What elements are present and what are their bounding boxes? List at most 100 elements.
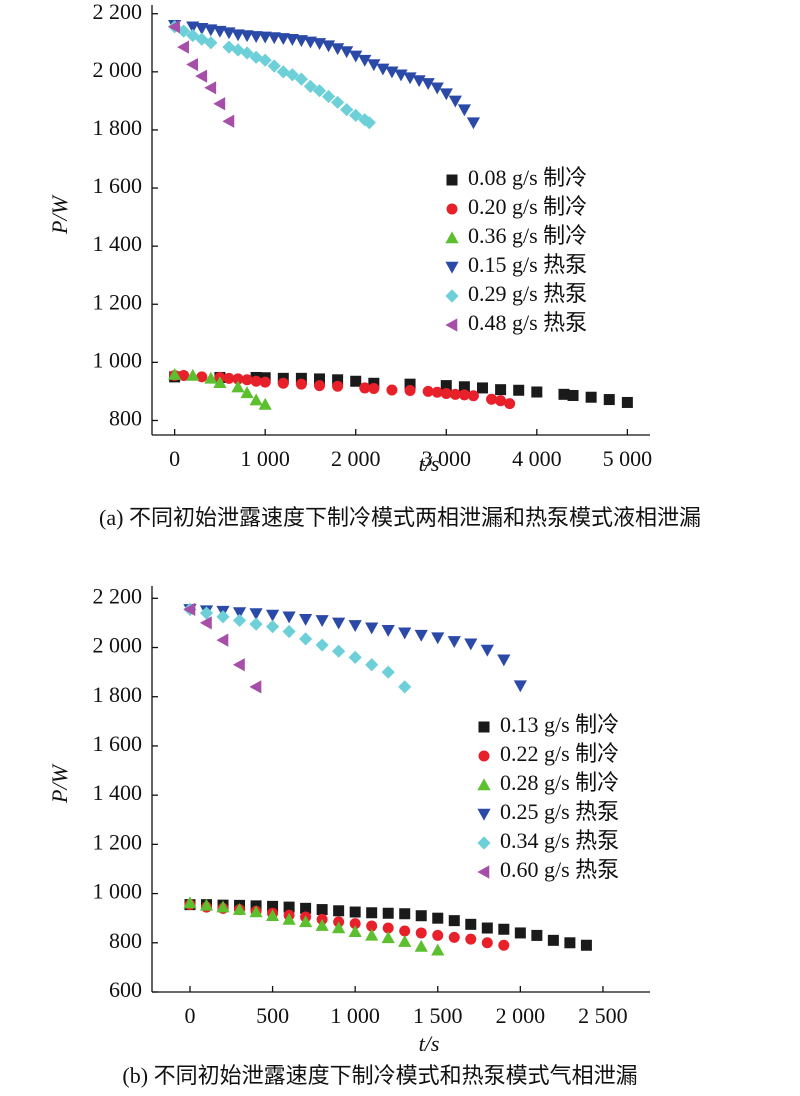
legend-label: 0.28 g/s 制冷 xyxy=(500,770,619,795)
marker xyxy=(232,613,247,628)
marker xyxy=(232,607,247,620)
marker xyxy=(431,386,443,398)
marker xyxy=(332,644,346,658)
y-tick-label: 2 200 xyxy=(93,583,143,608)
marker xyxy=(349,918,361,930)
marker xyxy=(240,386,254,399)
x-tick-label: 2 500 xyxy=(578,1003,628,1028)
marker xyxy=(464,638,478,651)
marker xyxy=(231,29,245,42)
marker xyxy=(249,608,263,621)
x-tick-label: 4 000 xyxy=(512,446,562,471)
marker xyxy=(216,633,229,647)
marker xyxy=(285,68,299,82)
marker xyxy=(350,375,362,387)
marker xyxy=(466,117,481,130)
legend-marker xyxy=(477,778,491,791)
x-tick-label: 5 000 xyxy=(603,446,653,471)
marker xyxy=(486,393,498,405)
legend-label: 0.15 g/s 热泵 xyxy=(468,252,587,277)
marker xyxy=(186,368,200,381)
y-tick-label: 1 400 xyxy=(93,231,143,256)
legend-label: 0.08 g/s 制冷 xyxy=(468,165,587,190)
marker xyxy=(448,95,462,108)
marker xyxy=(382,907,394,919)
marker xyxy=(315,615,329,628)
marker xyxy=(567,389,579,401)
marker xyxy=(250,375,262,387)
marker xyxy=(232,373,244,385)
marker xyxy=(168,20,180,34)
marker xyxy=(465,918,477,930)
marker xyxy=(514,927,526,939)
marker xyxy=(439,88,453,101)
marker xyxy=(258,397,272,410)
marker xyxy=(476,382,488,394)
marker xyxy=(340,102,354,117)
marker xyxy=(240,46,254,60)
marker xyxy=(558,388,570,400)
marker xyxy=(504,398,516,410)
marker xyxy=(241,374,253,386)
y-tick-label: 1 800 xyxy=(93,115,143,140)
marker xyxy=(333,905,345,917)
marker xyxy=(258,53,272,67)
marker xyxy=(564,937,576,949)
marker xyxy=(196,371,208,383)
marker xyxy=(276,65,290,79)
marker xyxy=(349,108,363,123)
marker xyxy=(366,907,378,919)
marker xyxy=(177,24,191,38)
marker xyxy=(259,376,271,388)
marker xyxy=(585,391,597,403)
marker xyxy=(498,923,510,935)
marker xyxy=(231,380,245,393)
x-tick-label: 2 000 xyxy=(331,446,381,471)
marker xyxy=(421,78,435,91)
x-tick-label: 2 000 xyxy=(496,1003,546,1028)
marker xyxy=(386,384,398,396)
y-tick-label: 1 400 xyxy=(93,780,143,805)
y-tick-label: 1 600 xyxy=(93,731,143,756)
marker xyxy=(332,380,344,392)
marker xyxy=(267,900,279,912)
marker xyxy=(430,82,444,95)
marker xyxy=(300,902,312,914)
marker xyxy=(366,920,378,932)
marker xyxy=(531,386,543,398)
caption: (a) 不同初始泄露速度下制冷模式两相泄漏和热泵模式液相泄漏 xyxy=(99,505,701,530)
marker xyxy=(223,372,235,384)
marker xyxy=(249,617,263,631)
marker xyxy=(299,632,313,646)
legend-marker xyxy=(477,836,491,850)
marker xyxy=(480,644,494,657)
y-tick-label: 1 200 xyxy=(93,289,143,314)
legend-marker xyxy=(477,865,490,879)
legend-label: 0.13 g/s 制冷 xyxy=(500,712,619,737)
marker xyxy=(249,905,263,918)
marker xyxy=(398,934,412,947)
y-tick-label: 800 xyxy=(109,928,142,953)
marker xyxy=(186,28,200,43)
marker xyxy=(603,394,615,406)
x-tick-label: 1 500 xyxy=(413,1003,463,1028)
marker xyxy=(316,904,328,916)
marker xyxy=(222,114,235,128)
marker xyxy=(267,32,281,45)
marker xyxy=(186,57,199,72)
marker xyxy=(282,611,296,624)
legend-marker xyxy=(445,318,458,332)
y-tick-label: 1 800 xyxy=(93,682,143,707)
marker xyxy=(265,909,280,922)
marker xyxy=(365,622,379,635)
marker xyxy=(358,54,372,67)
marker xyxy=(216,900,230,913)
marker xyxy=(580,939,592,951)
marker xyxy=(332,617,346,630)
marker xyxy=(481,937,493,949)
marker xyxy=(368,383,380,395)
legend-marker xyxy=(478,721,490,733)
marker xyxy=(332,921,346,934)
marker xyxy=(312,84,327,98)
